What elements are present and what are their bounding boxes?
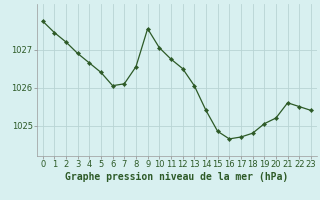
X-axis label: Graphe pression niveau de la mer (hPa): Graphe pression niveau de la mer (hPa) — [65, 172, 288, 182]
